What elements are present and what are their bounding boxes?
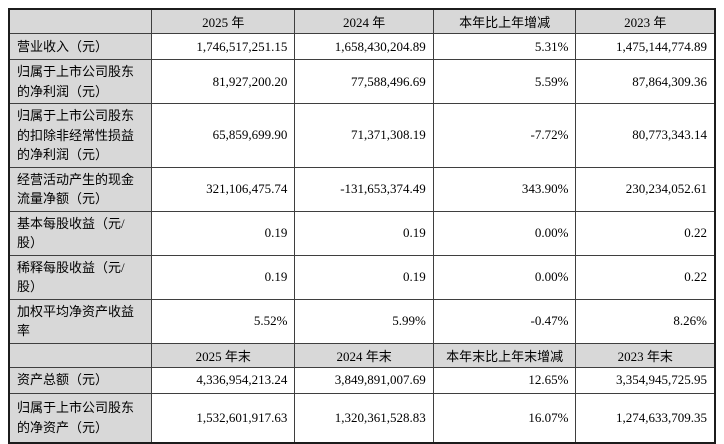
cell-value: 5.59% [432,59,577,104]
table-row-net-assets: 归属于上市公司股东的净资产（元） 1,532,601,917.63 1,320,… [8,392,716,444]
cell-value: 80,773,343.14 [575,103,716,168]
cell-value: 3,354,945,725.95 [575,366,716,394]
row-label: 营业收入（元） [8,33,153,60]
row-label: 加权平均净资产收益率 [8,298,153,344]
cell-value: -0.47% [432,298,577,344]
cell-value: 1,320,361,528.83 [294,392,434,444]
cell-value: -7.72% [432,103,577,168]
column-header-2024: 2024 年 [294,8,434,34]
cell-value: 0.22 [575,254,716,300]
cell-value: 0.19 [151,210,296,256]
cell-value: 230,234,052.61 [575,166,716,212]
cell-value: 71,371,308.19 [294,103,434,168]
cell-value: 0.00% [432,254,577,300]
row-label: 稀释每股收益（元/股） [8,254,153,300]
cell-value: 5.31% [432,33,577,60]
column-header-2025-end: 2025 年末 [151,342,296,368]
row-label: 归属于上市公司股东的扣除非经常性损益的净利润（元） [8,103,153,168]
column-header-period-end-change: 本年末比上年末增减 [432,342,577,368]
cell-value: 1,658,430,204.89 [294,33,434,60]
cell-value: 65,859,699.90 [151,103,296,168]
row-label: 基本每股收益（元/股） [8,210,153,256]
table-row-revenue: 营业收入（元） 1,746,517,251.15 1,658,430,204.8… [8,33,716,60]
cell-value: 0.19 [151,254,296,300]
column-header-2023-end: 2023 年末 [575,342,716,368]
cell-value: 87,864,309.36 [575,59,716,104]
cell-value: 0.00% [432,210,577,256]
financial-summary-table: 2025 年 2024 年 本年比上年增减 2023 年 营业收入（元） 1,7… [8,8,716,444]
column-header-2025: 2025 年 [151,8,296,34]
cell-value: 343.90% [432,166,577,212]
table-row-net-profit: 归属于上市公司股东的净利润（元） 81,927,200.20 77,588,49… [8,59,716,104]
cell-value: 1,475,144,774.89 [575,33,716,60]
cell-value: 16.07% [432,392,577,444]
cell-value: 0.19 [294,210,434,256]
table-row-diluted-eps: 稀释每股收益（元/股） 0.19 0.19 0.00% 0.22 [8,254,716,300]
row-label: 归属于上市公司股东的净资产（元） [8,392,153,444]
cell-value: 321,106,475.74 [151,166,296,212]
cell-value: 5.99% [294,298,434,344]
row-label: 经营活动产生的现金流量净额（元） [8,166,153,212]
cell-value: 77,588,496.69 [294,59,434,104]
cell-value: 81,927,200.20 [151,59,296,104]
corner-cell [8,342,153,368]
table-row-basic-eps: 基本每股收益（元/股） 0.19 0.19 0.00% 0.22 [8,210,716,256]
annual-header-row: 2025 年 2024 年 本年比上年增减 2023 年 [8,8,716,34]
row-label: 资产总额（元） [8,366,153,394]
table-row-net-profit-excl-nonrecurring: 归属于上市公司股东的扣除非经常性损益的净利润（元） 65,859,699.90 … [8,103,716,168]
table-row-operating-cash-flow: 经营活动产生的现金流量净额（元） 321,106,475.74 -131,653… [8,166,716,212]
cell-value: 1,532,601,917.63 [151,392,296,444]
cell-value: 0.19 [294,254,434,300]
table-row-weighted-avg-roe: 加权平均净资产收益率 5.52% 5.99% -0.47% 8.26% [8,298,716,344]
cell-value: 8.26% [575,298,716,344]
row-label: 归属于上市公司股东的净利润（元） [8,59,153,104]
column-header-2023: 2023 年 [575,8,716,34]
table-row-total-assets: 资产总额（元） 4,336,954,213.24 3,849,891,007.6… [8,366,716,394]
cell-value: 4,336,954,213.24 [151,366,296,394]
period-end-header-row: 2025 年末 2024 年末 本年末比上年末增减 2023 年末 [8,342,716,368]
corner-cell [8,8,153,34]
cell-value: 0.22 [575,210,716,256]
column-header-yoy-change: 本年比上年增减 [432,8,577,34]
cell-value: 1,746,517,251.15 [151,33,296,60]
column-header-2024-end: 2024 年末 [294,342,434,368]
cell-value: 5.52% [151,298,296,344]
cell-value: 3,849,891,007.69 [294,366,434,394]
cell-value: -131,653,374.49 [294,166,434,212]
cell-value: 1,274,633,709.35 [575,392,716,444]
cell-value: 12.65% [432,366,577,394]
page: 2025 年 2024 年 本年比上年增减 2023 年 营业收入（元） 1,7… [8,8,716,444]
